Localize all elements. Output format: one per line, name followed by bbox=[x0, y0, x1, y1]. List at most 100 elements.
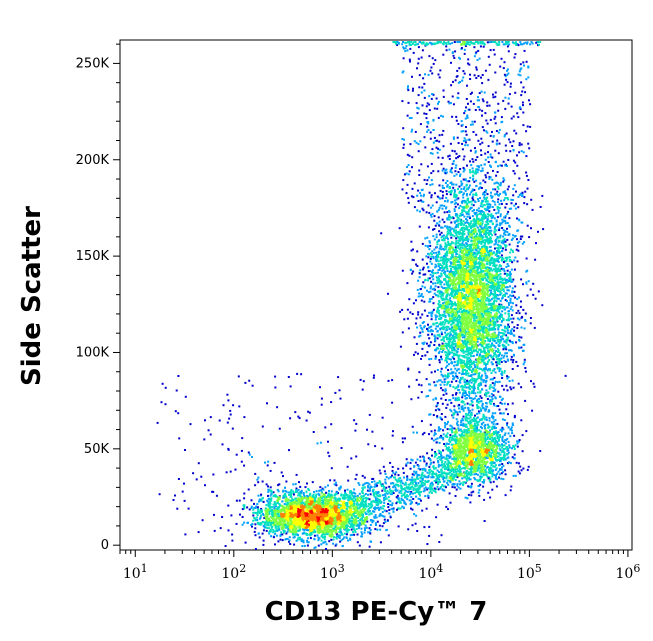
event-dot bbox=[518, 312, 521, 315]
event-dot bbox=[331, 517, 334, 520]
event-dot bbox=[488, 177, 491, 180]
event-dot bbox=[277, 515, 280, 518]
event-dot bbox=[443, 211, 446, 214]
event-dot bbox=[463, 215, 466, 218]
event-dot bbox=[325, 501, 328, 504]
event-dot bbox=[325, 519, 328, 522]
event-dot bbox=[312, 510, 315, 513]
event-dot bbox=[446, 403, 449, 406]
event-dot bbox=[306, 539, 308, 542]
event-dot bbox=[421, 330, 424, 333]
event-dot bbox=[478, 384, 481, 387]
event-dot bbox=[335, 532, 338, 535]
event-dot bbox=[331, 535, 334, 537]
event-dot bbox=[251, 522, 254, 525]
event-dot bbox=[482, 296, 485, 299]
event-dot bbox=[252, 508, 255, 511]
event-dot bbox=[256, 521, 259, 524]
event-dot bbox=[321, 499, 324, 502]
event-dot bbox=[419, 316, 422, 319]
event-dot bbox=[481, 222, 484, 225]
event-dot bbox=[509, 386, 512, 389]
event-dot bbox=[476, 232, 478, 235]
event-dot bbox=[460, 316, 463, 319]
event-dot bbox=[502, 177, 505, 180]
event-dot bbox=[355, 503, 358, 506]
event-dot bbox=[486, 171, 489, 174]
event-dot bbox=[457, 219, 460, 222]
event-dot bbox=[463, 282, 466, 285]
event-dot bbox=[456, 264, 459, 266]
event-dot bbox=[313, 503, 316, 506]
event-dot bbox=[481, 205, 484, 208]
event-dot bbox=[439, 281, 442, 284]
event-dot bbox=[284, 538, 287, 541]
event-dot bbox=[517, 249, 520, 252]
event-dot bbox=[456, 261, 459, 264]
event-dot bbox=[491, 332, 494, 335]
event-dot bbox=[274, 508, 277, 511]
event-dot bbox=[301, 519, 304, 522]
event-dot bbox=[463, 186, 466, 189]
event-dot bbox=[463, 243, 466, 246]
event-dot bbox=[440, 413, 443, 415]
event-dot bbox=[473, 341, 476, 344]
event-dot bbox=[291, 501, 294, 504]
event-dot bbox=[423, 526, 426, 529]
event-dot bbox=[473, 397, 476, 400]
event-dot bbox=[315, 522, 318, 525]
event-dot bbox=[433, 228, 436, 230]
event-dot bbox=[299, 507, 302, 510]
event-dot bbox=[460, 311, 463, 314]
event-dot bbox=[490, 298, 493, 301]
event-dot bbox=[479, 285, 482, 288]
event-dot bbox=[287, 513, 290, 516]
event-dot bbox=[278, 519, 281, 522]
event-dot bbox=[422, 343, 425, 346]
event-dot bbox=[437, 265, 440, 268]
event-dot bbox=[333, 523, 336, 526]
event-dot bbox=[444, 378, 447, 381]
event-dot bbox=[308, 522, 311, 524]
event-dot bbox=[295, 503, 298, 506]
event-dot bbox=[505, 334, 508, 337]
event-dot bbox=[277, 540, 280, 543]
event-dot bbox=[309, 503, 312, 506]
event-dot bbox=[494, 371, 497, 374]
event-dot bbox=[298, 538, 301, 541]
event-dot bbox=[268, 520, 271, 523]
event-dot bbox=[437, 156, 440, 159]
event-dot bbox=[454, 243, 457, 246]
event-dot bbox=[307, 508, 310, 511]
event-dot bbox=[352, 526, 355, 529]
event-dot bbox=[523, 358, 526, 361]
event-dot bbox=[491, 339, 494, 342]
event-dot bbox=[283, 519, 286, 521]
event-dot bbox=[340, 508, 343, 511]
event-dot bbox=[278, 522, 281, 525]
event-dot bbox=[437, 239, 440, 242]
event-dot bbox=[437, 286, 440, 289]
event-dot bbox=[429, 423, 432, 426]
event-dot bbox=[429, 270, 432, 272]
event-dot bbox=[344, 520, 347, 522]
event-dot bbox=[482, 241, 485, 244]
event-dot bbox=[446, 233, 449, 236]
event-dot bbox=[461, 269, 464, 272]
event-dot bbox=[486, 219, 489, 222]
event-dot bbox=[480, 284, 483, 287]
event-dot bbox=[304, 523, 307, 525]
event-dot bbox=[528, 236, 531, 239]
event-dot bbox=[446, 260, 449, 263]
event-dot bbox=[347, 528, 350, 531]
event-dot bbox=[497, 390, 500, 393]
event-dot bbox=[329, 529, 332, 532]
event-dot bbox=[418, 383, 420, 386]
event-dot bbox=[496, 422, 499, 425]
event-dot bbox=[284, 499, 287, 502]
event-dot bbox=[300, 506, 302, 509]
event-dot bbox=[497, 349, 500, 352]
event-dot bbox=[499, 293, 501, 296]
event-dot bbox=[306, 525, 309, 528]
event-dot bbox=[508, 217, 511, 220]
